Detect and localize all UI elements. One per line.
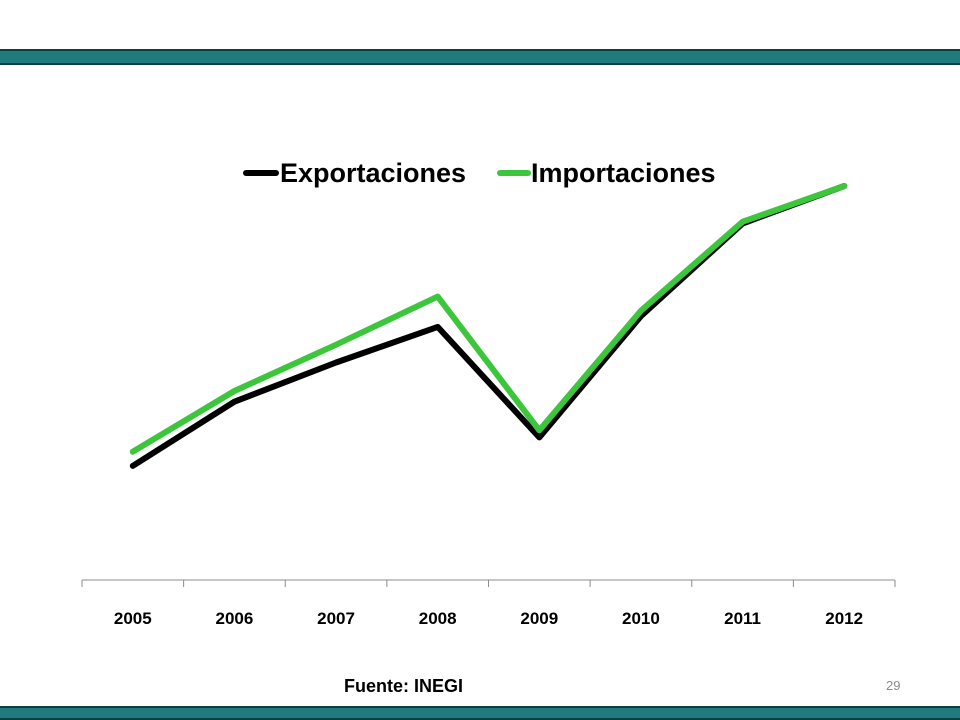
page-number: 29 [886, 678, 901, 693]
x-axis [81, 579, 896, 587]
x-tick-label-2006: 2006 [216, 609, 254, 628]
x-tick-label-2005: 2005 [114, 609, 152, 628]
series-line-importaciones [129, 183, 848, 455]
legend-label-importaciones: Importaciones [531, 158, 716, 188]
chart-legend: Exportaciones Importaciones [243, 158, 716, 188]
bottom-band [0, 706, 960, 720]
x-tick-label-2007: 2007 [317, 609, 355, 628]
x-tick-labels: 2005 2006 2007 2008 2009 2010 2011 2012 [114, 609, 863, 628]
x-tick-label-2012: 2012 [825, 609, 863, 628]
source-note: Fuente: INEGI [344, 676, 464, 696]
legend-label-exportaciones: Exportaciones [280, 158, 466, 188]
series-lines [129, 183, 848, 469]
x-tick-label-2009: 2009 [520, 609, 558, 628]
x-tick-label-2010: 2010 [622, 609, 660, 628]
x-tick-label-2008: 2008 [419, 609, 457, 628]
top-band [0, 49, 960, 65]
x-tick-label-2011: 2011 [724, 609, 761, 628]
